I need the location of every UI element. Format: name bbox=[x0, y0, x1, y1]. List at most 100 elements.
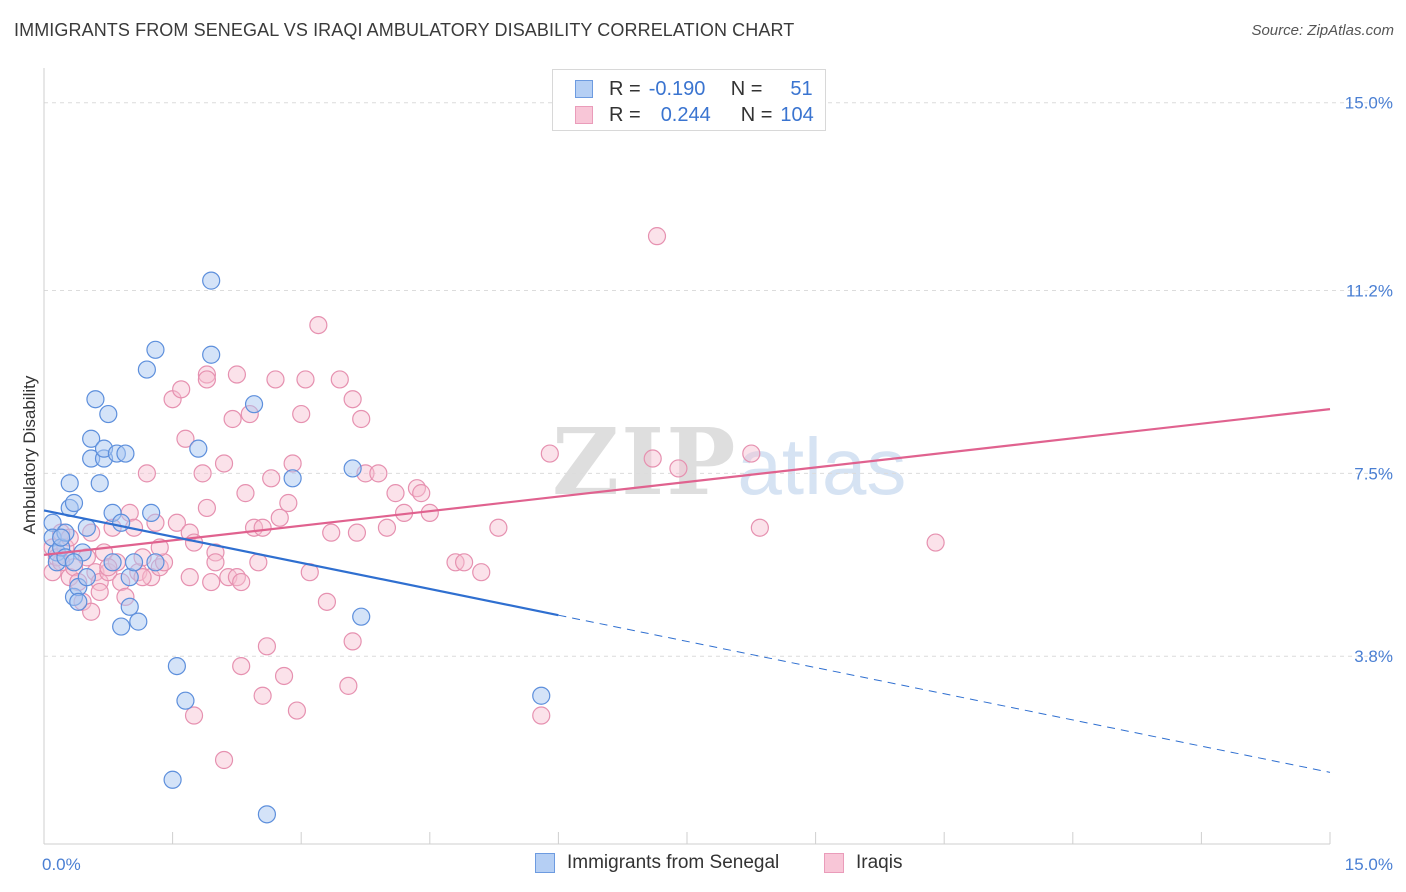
x-tick-label-left: 0.0% bbox=[42, 855, 81, 874]
senegal-point bbox=[90, 474, 109, 493]
iraqi-point bbox=[322, 523, 341, 542]
iraqi-point bbox=[472, 563, 491, 582]
iraqi-legend-label: Iraqis bbox=[856, 852, 903, 873]
iraqi-point bbox=[540, 444, 559, 463]
iraqi-point bbox=[184, 706, 204, 725]
iraqi-point bbox=[296, 370, 315, 389]
iraqi-point bbox=[214, 750, 234, 770]
senegal-point bbox=[99, 404, 118, 424]
r-label: R = bbox=[609, 103, 641, 126]
iraqi-n-value: 104 bbox=[780, 103, 814, 126]
iraqi-point bbox=[343, 632, 362, 651]
series-legend: Immigrants from Senegal Iraqis bbox=[0, 852, 1406, 878]
senegal-point bbox=[163, 770, 182, 789]
iraqi-point bbox=[274, 666, 294, 686]
y-tick-label: 7.5% bbox=[1354, 464, 1393, 483]
senegal-point bbox=[52, 528, 71, 547]
senegal-point bbox=[64, 493, 84, 513]
iraqi-point bbox=[236, 484, 255, 503]
iraqi-point bbox=[489, 518, 508, 537]
iraqi-point bbox=[386, 484, 405, 503]
iraqi-point bbox=[180, 568, 199, 587]
iraqi-point bbox=[206, 543, 225, 562]
senegal-point bbox=[77, 518, 96, 537]
iraqi-point bbox=[206, 553, 225, 572]
y-tick-label: 11.2% bbox=[1346, 282, 1393, 301]
iraqi-point bbox=[197, 498, 216, 518]
senegal-point bbox=[103, 553, 122, 572]
senegal-point bbox=[244, 395, 264, 414]
senegal-point bbox=[86, 390, 105, 409]
iraqi-point bbox=[82, 602, 101, 621]
iraqi-point bbox=[90, 582, 109, 602]
iraqi-legend-swatch bbox=[824, 853, 844, 873]
legend-row-senegal: R = -0.190 N = 51 bbox=[575, 77, 813, 101]
senegal-point bbox=[352, 607, 371, 626]
legend-row-iraqi: R = 0.244 N = 104 bbox=[575, 103, 814, 127]
iraqi-point bbox=[223, 409, 242, 429]
iraqi-point bbox=[193, 464, 212, 483]
n-label: N = bbox=[730, 77, 763, 100]
iraqi-point bbox=[262, 469, 281, 488]
senegal-point bbox=[69, 592, 88, 611]
senegal-point bbox=[343, 459, 362, 478]
iraqi-point bbox=[197, 370, 216, 389]
source-label: Source: ZipAtlas.com bbox=[1251, 22, 1394, 39]
trend-lines bbox=[43, 408, 1331, 773]
iraqi-point bbox=[167, 513, 186, 532]
iraqi-point bbox=[317, 592, 337, 611]
senegal-point bbox=[77, 568, 96, 587]
iraqi-point bbox=[454, 553, 474, 572]
senegal-point bbox=[60, 474, 79, 493]
iraqi-point bbox=[176, 429, 195, 448]
legend-item-iraqi[interactable]: Iraqis bbox=[824, 852, 902, 874]
iraqi-point bbox=[270, 508, 289, 527]
iraqi-point bbox=[232, 656, 251, 676]
senegal-point bbox=[112, 513, 131, 532]
iraqi-point bbox=[202, 572, 221, 592]
iraqi-point bbox=[227, 365, 246, 384]
senegal-point bbox=[202, 345, 221, 364]
senegal-point bbox=[532, 686, 551, 705]
iraqi-series bbox=[43, 227, 945, 770]
iraqi-point bbox=[253, 686, 272, 705]
legend-item-senegal[interactable]: Immigrants from Senegal bbox=[535, 852, 779, 874]
iraqi-point bbox=[643, 449, 662, 468]
senegal-n-value: 51 bbox=[790, 77, 813, 100]
senegal-point bbox=[116, 444, 135, 463]
iraqi-point bbox=[214, 454, 234, 473]
senegal-trend-extension bbox=[558, 614, 1331, 773]
senegal-trend-line bbox=[43, 509, 559, 617]
senegal-point bbox=[64, 553, 84, 572]
senegal-point bbox=[129, 612, 148, 631]
iraqi-point bbox=[253, 518, 272, 537]
iraqi-point bbox=[412, 484, 431, 503]
x-tick-label-right: 15.0% bbox=[1345, 855, 1393, 874]
senegal-series bbox=[43, 271, 551, 824]
iraqi-trend-line bbox=[43, 408, 1331, 556]
senegal-swatch bbox=[575, 80, 593, 98]
iraqi-point bbox=[266, 370, 285, 389]
iraqi-point bbox=[172, 380, 191, 399]
senegal-point bbox=[120, 597, 139, 616]
iraqi-point bbox=[309, 315, 328, 335]
correlation-legend: R = -0.190 N = 51 R = 0.244 N = 104 bbox=[552, 69, 826, 131]
axes bbox=[43, 68, 1331, 845]
iraqi-point bbox=[347, 523, 367, 542]
iraqi-r-value: 0.244 bbox=[660, 103, 711, 126]
senegal-point bbox=[137, 360, 156, 379]
iraqi-point bbox=[647, 227, 667, 246]
y-tick-label: 15.0% bbox=[1345, 94, 1393, 113]
senegal-point bbox=[202, 271, 221, 290]
senegal-r-value: -0.190 bbox=[648, 77, 706, 100]
y-tick-label: 3.8% bbox=[1354, 647, 1393, 666]
gridlines bbox=[44, 102, 1392, 657]
iraqi-point bbox=[137, 464, 156, 483]
chart-title: IMMIGRANTS FROM SENEGAL VS IRAQI AMBULAT… bbox=[14, 20, 795, 40]
senegal-point bbox=[283, 469, 302, 488]
iraqi-point bbox=[330, 370, 349, 389]
iraqi-point bbox=[377, 518, 397, 537]
iraqi-point bbox=[197, 365, 216, 384]
iraqi-point bbox=[279, 493, 298, 513]
